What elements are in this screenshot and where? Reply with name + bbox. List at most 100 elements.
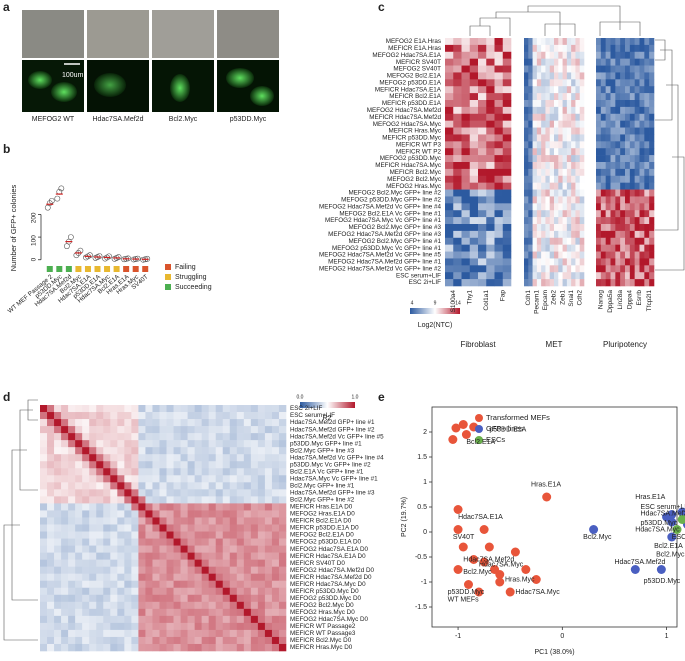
heatmap-cell	[82, 468, 90, 476]
heatmap-cell	[486, 44, 495, 53]
row-label: MEFOG2 Hdac7SA.Mef2d Vc GFP+ line #5	[319, 252, 441, 259]
heatmap-cell	[541, 127, 546, 135]
heatmap-cell	[117, 608, 125, 617]
heatmap-cell	[461, 196, 471, 204]
heatmap-cell	[89, 545, 97, 553]
heatmap-cell	[605, 203, 611, 211]
heatmap-cell	[605, 120, 611, 128]
heatmap-cell	[478, 217, 487, 225]
heatmap-cell	[562, 210, 568, 218]
heatmap-cell	[180, 496, 188, 504]
heatmap-cell	[278, 559, 287, 567]
heatmap-cell	[82, 615, 90, 624]
heatmap-cell	[131, 524, 139, 532]
annotation: Hdac7SA.Myc	[635, 526, 680, 533]
point	[58, 185, 65, 192]
heatmap-cell	[639, 189, 645, 197]
heatmap-cell	[222, 433, 231, 441]
heatmap-cell	[634, 162, 640, 170]
heatmap-cell	[145, 587, 153, 596]
heatmap-cell	[634, 251, 640, 259]
heatmap-cell	[145, 489, 153, 497]
heatmap-cell	[159, 461, 167, 469]
heatmap-cell	[159, 440, 167, 448]
heatmap-cell	[54, 601, 62, 610]
heatmap-cell	[40, 510, 48, 518]
heatmap-cell	[138, 426, 146, 434]
heatmap-cell	[541, 182, 546, 190]
heatmap-cell	[117, 552, 125, 560]
heatmap-cell	[250, 468, 259, 476]
heatmap-cell	[625, 113, 631, 121]
heatmap-cell	[61, 587, 69, 596]
heatmap-cell	[644, 244, 650, 252]
heatmap-cell	[40, 629, 48, 638]
heatmap-cell	[173, 461, 181, 469]
heatmap-cell	[47, 440, 55, 448]
heatmap-cell	[532, 141, 538, 149]
heatmap-cell	[545, 168, 551, 177]
heatmap-cell	[257, 594, 266, 603]
heatmap-cell	[75, 475, 83, 483]
heatmap-cell	[549, 120, 555, 128]
heatmap-cell	[600, 196, 606, 204]
heatmap-cell	[152, 643, 160, 652]
heatmap-cell	[152, 622, 160, 631]
heatmap-cell	[562, 196, 568, 204]
heatmap-cell	[615, 230, 621, 239]
heatmap-cell	[524, 72, 529, 80]
heatmap-cell	[536, 58, 542, 66]
heatmap-cell	[541, 72, 546, 80]
heatmap-cell	[461, 58, 471, 66]
heatmap-cell	[502, 38, 512, 46]
heatmap-cell	[615, 182, 621, 190]
heatmap-cell	[145, 461, 153, 469]
point	[448, 435, 458, 444]
heatmap-cell	[566, 127, 572, 135]
heatmap-cell	[145, 447, 153, 455]
legend-swatch	[165, 274, 171, 280]
heatmap-cell	[524, 44, 529, 53]
heatmap-cell	[166, 587, 174, 596]
heatmap-cell	[579, 148, 585, 156]
heatmap-cell	[644, 189, 650, 197]
heatmap-cell	[545, 51, 551, 59]
heatmap-cell	[524, 244, 529, 252]
heatmap-cell	[502, 175, 512, 183]
heatmap-cell	[620, 175, 626, 183]
heatmap-cell	[75, 433, 83, 441]
heatmap-cell	[469, 51, 479, 59]
heatmap-cell	[639, 182, 645, 190]
heatmap-cell	[445, 127, 454, 135]
row-label: MEFICR SV40T D0	[290, 560, 345, 567]
legend-swatch	[475, 436, 483, 444]
heatmap-cell	[579, 244, 585, 252]
heatmap-cell	[532, 162, 538, 170]
heatmap-cell	[201, 447, 209, 455]
heatmap-cell	[180, 447, 188, 455]
heatmap-cell	[486, 113, 495, 121]
heatmap-cell	[634, 189, 640, 197]
heatmap-cell	[229, 524, 238, 532]
heatmap-cell	[545, 196, 551, 204]
heatmap-cell	[566, 51, 572, 59]
heatmap-cell	[201, 629, 209, 638]
gene-label: Tfcp2l1	[646, 290, 653, 312]
heatmap-cell	[61, 433, 69, 441]
heatmap-cell	[478, 134, 487, 142]
heatmap-cell	[138, 629, 146, 638]
heatmap-cell	[89, 580, 97, 589]
heatmap-cell	[625, 251, 631, 259]
heatmap-cell	[124, 580, 132, 589]
heatmap-cell	[615, 237, 621, 245]
heatmap-cell	[103, 636, 111, 645]
heatmap-cell	[596, 175, 602, 183]
heatmap-cell	[554, 189, 559, 197]
heatmap-cell	[469, 189, 479, 197]
heatmap-cell	[152, 475, 160, 483]
heatmap-cell	[445, 210, 454, 218]
heatmap-cell	[649, 100, 655, 108]
heatmap-cell	[194, 510, 202, 518]
annotation: Hdac7SA.Myc	[479, 561, 524, 568]
heatmap-cell	[250, 517, 259, 525]
